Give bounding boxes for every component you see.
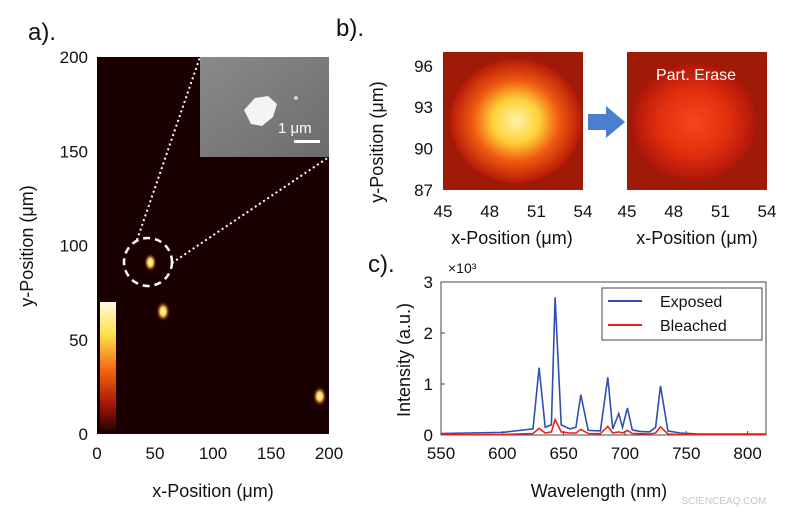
panel-a-colorbar	[100, 302, 116, 430]
panel-c-ylabel: Intensity (a.u.)	[394, 303, 414, 417]
emission-spot	[313, 386, 327, 406]
legend-bleached: Bleached	[660, 318, 727, 335]
panel-a-xlabel: x-Position (μm)	[152, 481, 273, 501]
panel-b-ylabel: y-Position (μm)	[367, 81, 387, 202]
panel-c-xtick: 650	[549, 444, 577, 463]
panel-c-xtick: 800	[733, 444, 761, 463]
panel-c-xtick: 600	[488, 444, 516, 463]
zoom-line-bottom	[171, 156, 330, 264]
panel-a-xtick: 150	[257, 444, 285, 463]
panel-b-left-xtick: 54	[574, 202, 593, 221]
panel-c-ytick: 1	[424, 375, 433, 394]
panel-b-ytick: 96	[414, 57, 433, 76]
panel-a-ytick: 200	[60, 48, 88, 67]
panel-b-left-xtick: 51	[527, 202, 546, 221]
panel-a-spots	[144, 253, 327, 406]
panel-b-ytick: 93	[414, 98, 433, 117]
panel-c-xtick: 550	[427, 444, 455, 463]
zoom-line-top	[136, 56, 201, 241]
panel-b-ytick: 90	[414, 140, 433, 159]
legend-exposed: Exposed	[660, 294, 722, 311]
panel-b-blob-right	[632, 64, 756, 180]
panel-a-ylabel: y-Position (μm)	[17, 185, 37, 306]
panel-b-right-xtick: 45	[618, 202, 637, 221]
panel-b-left-xtick: 48	[480, 202, 499, 221]
panel-b-right-title: Part. Erase	[656, 67, 736, 84]
panel-b-blob-left	[450, 59, 582, 183]
panel-c-ytick: 2	[424, 324, 433, 343]
panel-c-xtick: 700	[611, 444, 639, 463]
panel-b-axes: 45 48 51 54 45 48 51 54 87 90 93 96	[414, 57, 776, 221]
panel-c-plot: 550 600 650 700 750 800 0 1 2 3	[424, 273, 766, 463]
panel-c-xlabel: Wavelength (nm)	[531, 481, 667, 501]
panel-a-xtick: 100	[199, 444, 227, 463]
inset-scale-bar	[294, 140, 320, 143]
series-bleached-line	[440, 417, 766, 436]
panel-c-exponent: ×10³	[448, 260, 477, 276]
panel-b-ytick: 87	[414, 181, 433, 200]
watermark: SCIENCEAQ.COM	[681, 496, 766, 507]
emission-spot	[156, 301, 170, 322]
inset-scale-label: 1 μm	[278, 120, 312, 137]
panel-b-label: b).	[336, 15, 364, 42]
panel-c-xtick: 750	[672, 444, 700, 463]
nanoparticle-shape	[244, 96, 277, 126]
panel-a-xtick: 200	[315, 444, 343, 463]
panel-a-axes: 0 50 100 150 200 0 50 100 150 200	[60, 48, 344, 463]
panel-b-right-xlabel: x-Position (μm)	[636, 228, 757, 248]
panel-b-left-xlabel: x-Position (μm)	[451, 228, 572, 248]
erase-arrow	[588, 106, 625, 138]
panel-a-xtick: 0	[92, 444, 101, 463]
zoom-circle	[122, 236, 174, 288]
panel-c-ytick: 3	[424, 273, 433, 292]
panel-b-right-xtick: 48	[664, 202, 683, 221]
panel-b-left-xtick: 45	[434, 202, 453, 221]
panel-c-label: c).	[368, 251, 395, 278]
debris-dot	[294, 96, 298, 100]
panel-c-legend: Exposed Bleached	[601, 287, 763, 341]
emission-spot	[144, 253, 157, 272]
panel-a-ytick: 0	[79, 425, 88, 444]
panel-a-ytick: 100	[60, 237, 88, 256]
series-exposed-line	[440, 297, 766, 435]
panel-b-right-xtick: 54	[758, 202, 777, 221]
panel-a-label: a).	[28, 19, 56, 46]
panel-a-xtick: 50	[146, 444, 165, 463]
panel-a-ytick: 50	[69, 331, 88, 350]
panel-a-ytick: 150	[60, 142, 88, 161]
panel-b-right-xtick: 51	[711, 202, 730, 221]
panel-c-ytick: 0	[424, 426, 433, 445]
